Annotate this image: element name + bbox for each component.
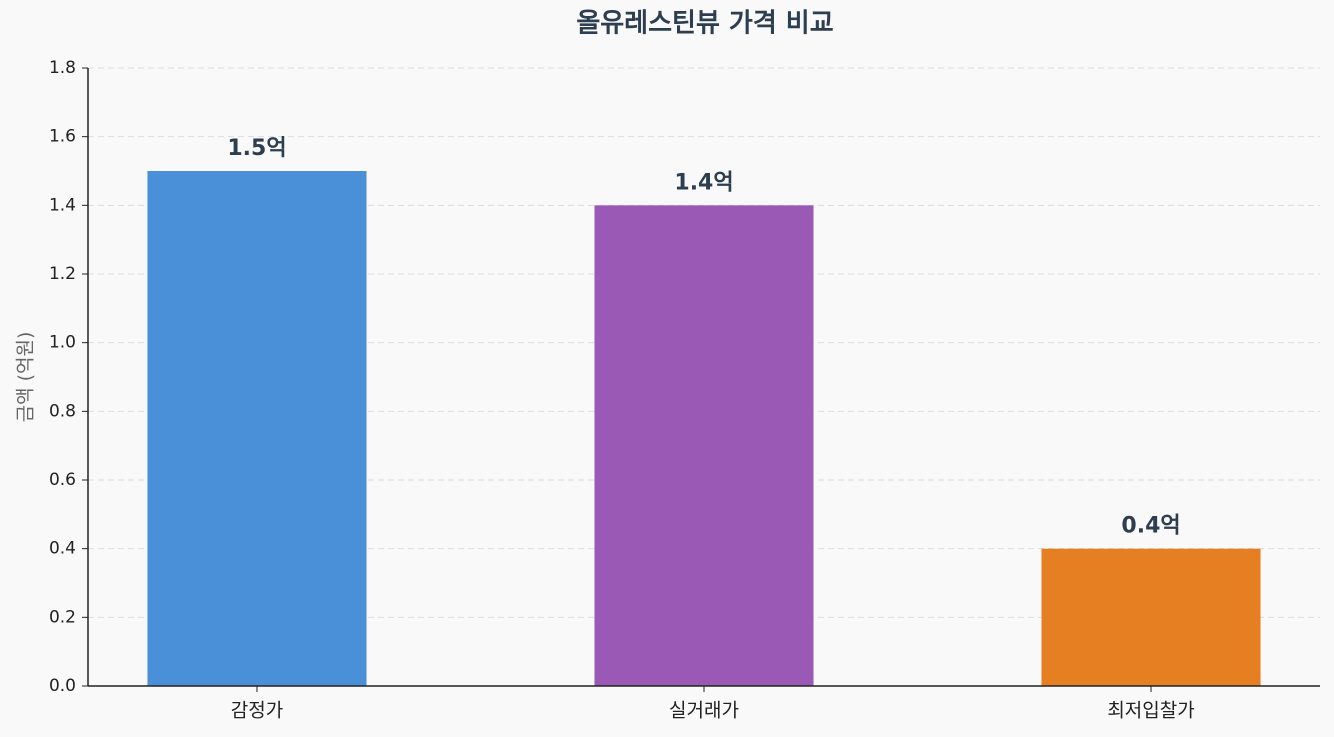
y-tick-label: 1.8 xyxy=(49,58,76,78)
y-tick-label: 0.4 xyxy=(49,539,76,559)
y-tick-label: 0.8 xyxy=(49,401,76,421)
y-tick-label: 1.2 xyxy=(49,264,76,284)
y-tick-label: 0.6 xyxy=(49,470,76,490)
chart-title: 올유레스틴뷰 가격 비교 xyxy=(576,9,833,39)
y-tick-label: 0.0 xyxy=(49,676,76,696)
y-tick-label: 1.4 xyxy=(49,195,76,215)
value-label: 0.4억 xyxy=(1121,514,1180,539)
y-tick-label: 1.0 xyxy=(49,333,76,353)
y-axis-label: 금액 (억원) xyxy=(15,332,37,423)
value-label: 1.4억 xyxy=(674,170,733,195)
bar xyxy=(147,171,367,686)
bar xyxy=(1041,548,1261,686)
x-tick-label: 감정가 xyxy=(231,700,283,722)
value-label: 1.5억 xyxy=(227,136,286,161)
y-tick-label: 1.6 xyxy=(49,127,76,147)
x-tick-label: 최저입찰가 xyxy=(1107,700,1194,722)
x-tick-label: 실거래가 xyxy=(669,700,739,722)
bar xyxy=(594,205,814,687)
y-tick-label: 0.2 xyxy=(49,607,76,627)
